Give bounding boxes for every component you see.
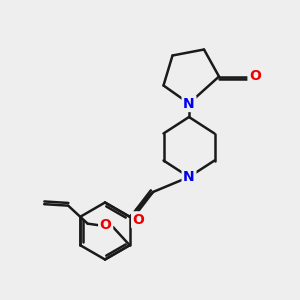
Text: N: N bbox=[183, 97, 195, 110]
Text: N: N bbox=[183, 170, 195, 184]
Text: O: O bbox=[100, 218, 112, 232]
Text: O: O bbox=[249, 70, 261, 83]
Text: O: O bbox=[133, 213, 145, 227]
